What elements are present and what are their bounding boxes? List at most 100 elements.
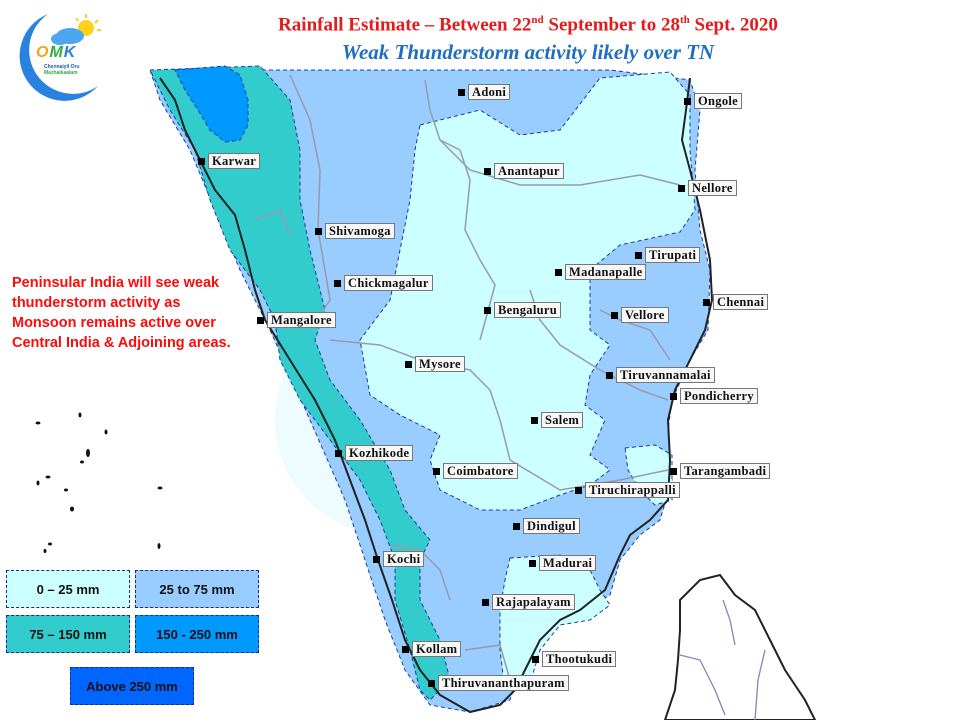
- subtitle: Weak Thunderstorm activity likely over T…: [341, 40, 715, 64]
- city-mysore: Mysore: [405, 356, 465, 372]
- city-marker-icon: [635, 251, 642, 259]
- city-tirupati: Tirupati: [635, 247, 701, 263]
- logo-letter-k: K: [63, 44, 77, 61]
- city-coimbatore: Coimbatore: [433, 463, 518, 479]
- city-madurai: Madurai: [529, 555, 597, 571]
- title-prefix: Rainfall Estimate – Between 22: [278, 14, 532, 36]
- city-label: Adoni: [468, 84, 511, 100]
- city-marker-icon: [529, 559, 536, 567]
- city-kollam: Kollam: [402, 641, 462, 657]
- omk-logo: OMK Chennaiyil Oru Mazhaikaalam: [8, 6, 108, 106]
- city-label: Thiruvananthapuram: [438, 675, 569, 691]
- city-marker-icon: [670, 392, 677, 400]
- city-mangalore: Mangalore: [257, 312, 336, 328]
- legend-item-75-150: 75 – 150 mm: [6, 615, 130, 653]
- city-marker-icon: [555, 268, 562, 276]
- city-label: Kozhikode: [345, 445, 414, 461]
- city-label: Tiruvannamalai: [616, 367, 715, 383]
- city-marker-icon: [531, 416, 538, 424]
- city-marker-icon: [315, 227, 322, 235]
- city-marker-icon: [513, 522, 520, 530]
- city-pondicherry: Pondicherry: [670, 388, 758, 404]
- city-label: Vellore: [621, 307, 669, 323]
- city-dindigul: Dindigul: [513, 518, 580, 534]
- city-label: Bengaluru: [494, 302, 561, 318]
- title-sup-1: nd: [531, 14, 544, 26]
- city-label: Kochi: [383, 551, 425, 567]
- sri-lanka-outline: [663, 573, 817, 720]
- city-ongole: Ongole: [684, 93, 742, 109]
- main-title: Rainfall Estimate – Between 22nd Septemb…: [0, 14, 960, 36]
- city-chickmagalur: Chickmagalur: [334, 275, 433, 291]
- crescent-cloud-sun-logo-icon: [19, 14, 101, 101]
- city-adoni: Adoni: [458, 84, 511, 100]
- legend-label: 0 – 25 mm: [36, 581, 100, 597]
- legend-label: 150 - 250 mm: [156, 626, 238, 642]
- zone-above-250-mm: [174, 65, 249, 143]
- forecast-note: Peninsular India will see weak thunderst…: [12, 275, 231, 351]
- logo-letter-o: O: [36, 44, 50, 61]
- city-label: Thootukudi: [542, 651, 617, 667]
- city-label: Shivamoga: [325, 223, 395, 239]
- legend-label: Above 250 mm: [86, 678, 178, 694]
- city-madanapalle: Madanapalle: [555, 264, 647, 280]
- city-label: Kollam: [412, 641, 462, 657]
- city-vellore: Vellore: [611, 307, 669, 323]
- logo-caption-line1: Chennaiyil Oru: [44, 64, 80, 70]
- city-kochi: Kochi: [373, 551, 425, 567]
- city-label: Mangalore: [267, 312, 336, 328]
- legend-item-0-25: 0 – 25 mm: [6, 570, 130, 608]
- city-label: Tiruchirappalli: [585, 482, 680, 498]
- city-chennai: Chennai: [703, 294, 769, 310]
- city-nellore: Nellore: [678, 180, 737, 196]
- city-marker-icon: [334, 279, 341, 287]
- city-shivamoga: Shivamoga: [315, 223, 395, 239]
- city-marker-icon: [684, 97, 691, 105]
- city-tiruvannamalai: Tiruvannamalai: [606, 367, 715, 383]
- city-label: Dindigul: [523, 518, 580, 534]
- city-marker-icon: [198, 157, 205, 165]
- city-marker-icon: [402, 645, 409, 653]
- legend-item-25-75: 25 to 75 mm: [135, 570, 259, 608]
- legend-label: 25 to 75 mm: [159, 581, 235, 597]
- city-karwar: Karwar: [198, 153, 261, 169]
- city-label: Tirupati: [645, 247, 701, 263]
- city-marker-icon: [458, 88, 465, 96]
- city-marker-icon: [670, 467, 677, 475]
- city-tiruchirappalli: Tiruchirappalli: [575, 482, 680, 498]
- city-label: Rajapalayam: [492, 594, 575, 610]
- legend-label: 75 – 150 mm: [29, 626, 107, 642]
- city-label: Chennai: [713, 294, 769, 310]
- city-label: Nellore: [688, 180, 737, 196]
- city-marker-icon: [405, 360, 412, 368]
- city-marker-icon: [532, 655, 539, 663]
- zone-0-25-mm-central: [359, 71, 696, 511]
- lakshadweep-islands: [35, 412, 163, 553]
- city-label: Madurai: [539, 555, 597, 571]
- city-marker-icon: [575, 486, 582, 494]
- legend-item-150-250: 150 - 250 mm: [135, 615, 259, 653]
- city-marker-icon: [433, 467, 440, 475]
- city-marker-icon: [257, 316, 264, 324]
- city-label: Mysore: [415, 356, 465, 372]
- city-label: Karwar: [208, 153, 261, 169]
- city-label: Tarangambadi: [680, 463, 771, 479]
- title-sup-2: th: [679, 14, 690, 26]
- city-marker-icon: [335, 449, 342, 457]
- logo-caption-line2: Mazhaikaalam: [44, 70, 78, 76]
- city-salem: Salem: [531, 412, 584, 428]
- city-thiruvananthapuram: Thiruvananthapuram: [428, 675, 569, 691]
- city-marker-icon: [611, 311, 618, 319]
- city-thootukudi: Thootukudi: [532, 651, 617, 667]
- city-marker-icon: [606, 371, 613, 379]
- city-anantapur: Anantapur: [484, 163, 564, 179]
- city-rajapalayam: Rajapalayam: [482, 594, 575, 610]
- city-marker-icon: [678, 184, 685, 192]
- city-marker-icon: [373, 555, 380, 563]
- city-kozhikode: Kozhikode: [335, 445, 414, 461]
- city-label: Pondicherry: [680, 388, 758, 404]
- legend-item-above-250: Above 250 mm: [70, 667, 194, 705]
- city-tarangambadi: Tarangambadi: [670, 463, 771, 479]
- title-mid: September to 28: [543, 14, 680, 36]
